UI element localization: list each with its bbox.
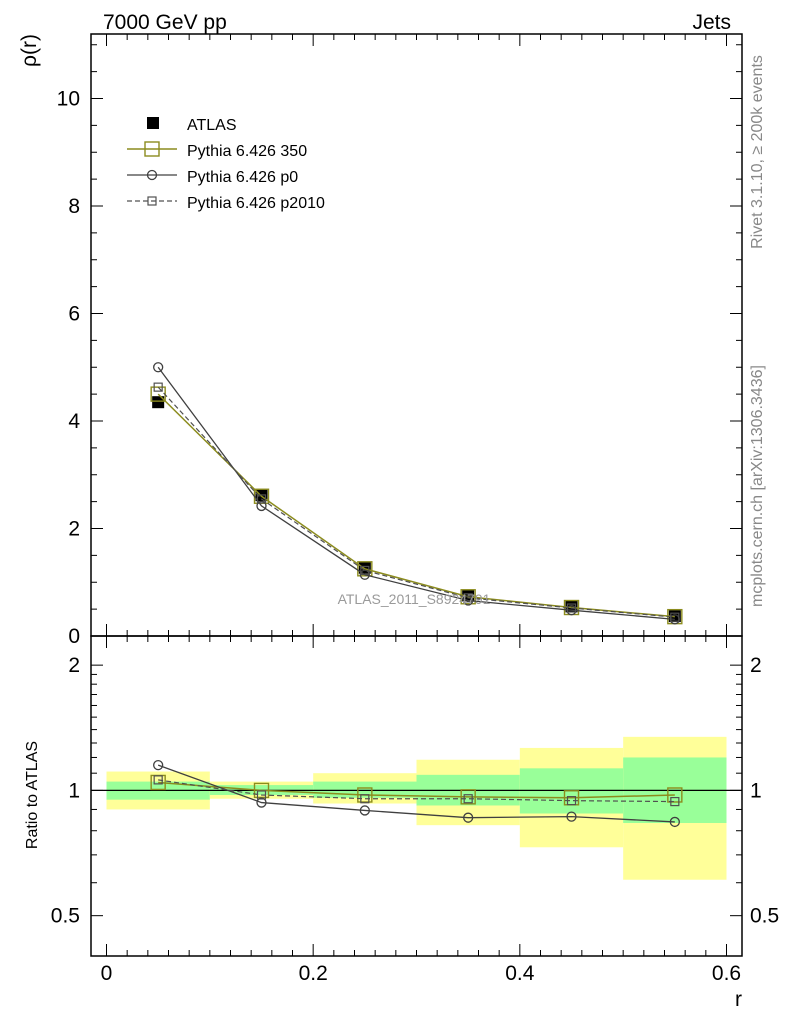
main-point-pythia-6-426-p2010-4: [566, 603, 577, 613]
ratio-point-pythia-6-426-p2010-1: [256, 790, 267, 800]
x-tick-label-1: 0.2: [299, 962, 328, 985]
main-line-pythia-6-426-p0: [157, 366, 675, 620]
ratio-point-pythia-6-426-p0-3: [463, 812, 474, 823]
legend-entry-pythia-6-426-p0: Pythia 6.426 p0: [127, 169, 298, 186]
legend: ATLAS Pythia 6.426 350 Pythia 6.426 p0 Pyth…: [127, 117, 325, 212]
ratio-line-pythia-6-426-350: [158, 781, 675, 799]
main-y-axis-label: ρ(r): [18, 34, 41, 67]
ratio-point-pythia-6-426-p2010-4: [566, 796, 577, 806]
mcplots-citation-text: mcplots.cern.ch [arXiv:1306.3436]: [749, 365, 766, 607]
ratio-point-pythia-6-426-p0-5: [669, 816, 680, 828]
x-axis-label: r: [735, 988, 742, 1011]
ratio-point-pythia-6-426-350-5: [667, 787, 683, 803]
main-point-pythia-6-426-p0-1: [256, 500, 267, 512]
ratio-point-pythia-6-426-p2010-3: [463, 794, 473, 804]
ratio-point-pythia-6-426-p2010-0: [153, 775, 163, 785]
ratio-point-pythia-6-426-p0-4: [566, 811, 577, 822]
ratio-point-pythia-6-426-p2010-5: [670, 796, 680, 807]
legend-label-atlas: ATLAS: [187, 117, 237, 134]
legend-swatch-atlas: [147, 117, 159, 129]
main-y-tick-label-5: 10: [57, 88, 80, 111]
main-y-tick-label-2: 4: [68, 410, 80, 433]
ratio-line-pythia-6-426-p0: [157, 764, 675, 823]
rivet-version-text: Rivet 3.1.10, ≥ 200k events: [749, 55, 766, 249]
main-point-pythia-6-426-p2010-0: [153, 382, 163, 392]
x-tick-label-2: 0.4: [505, 962, 535, 985]
legend-marker-pythia-6-426-p0: [146, 169, 158, 181]
ratio-point-pythia-6-426-350-3: [460, 789, 476, 805]
ratio-point-pythia-6-426-p0-2: [359, 805, 370, 816]
main-point-pythia-6-426-p2010-2: [360, 565, 370, 576]
header-right-title: Jets: [692, 11, 731, 34]
atlas-data-point-0: [152, 396, 165, 409]
main-point-pythia-6-426-p2010-3: [463, 593, 473, 603]
main-line-pythia-6-426-350: [157, 393, 675, 618]
legend-label-pythia-6-426-350: Pythia 6.426 350: [187, 143, 307, 160]
x-tick-label-0: 0: [101, 962, 113, 985]
analysis-watermark: ATLAS_2011_S8924791: [338, 591, 491, 607]
main-point-pythia-6-426-p2010-1: [256, 494, 267, 504]
ratio-y-tick-label-left-0: 0.5: [51, 905, 80, 928]
main-point-pythia-6-426-p0-0: [153, 362, 164, 373]
ratio-y-tick-label-left-2: 2: [68, 654, 80, 677]
main-point-pythia-6-426-p2010-5: [670, 612, 680, 622]
ratio-series-group: [91, 760, 742, 828]
ratio-y-tick-label-left-1: 1: [68, 779, 80, 802]
main-point-pythia-6-426-350-2: [357, 561, 373, 577]
ratio-point-pythia-6-426-p0-0: [153, 760, 164, 771]
ratio-point-pythia-6-426-350-2: [357, 787, 373, 803]
legend-entry-pythia-6-426-350: Pythia 6.426 350: [127, 141, 307, 160]
axes-group: 0 0.2 0.4 0.6 0 2 4 6 8 10 0.5 0.5 1 1 2 2: [51, 33, 779, 985]
main-series-group: [150, 362, 683, 625]
legend-label-pythia-6-426-p0: Pythia 6.426 p0: [187, 169, 298, 186]
x-tick-label-3: 0.6: [712, 962, 741, 985]
ratio-y-tick-label-right-1: 1: [750, 779, 762, 802]
legend-label-pythia-6-426-p2010: Pythia 6.426 p2010: [187, 195, 325, 212]
legend-marker-pythia-6-426-350: [144, 141, 160, 157]
ratio-point-pythia-6-426-p2010-2: [360, 794, 370, 804]
ratio-point-pythia-6-426-p0-1: [256, 797, 267, 808]
ratio-y-tick-label-right-0: 0.5: [750, 905, 779, 928]
header-left-title: 7000 GeV pp: [103, 11, 227, 34]
ratio-y-axis-label: Ratio to ATLAS: [24, 741, 41, 849]
main-y-tick-label-4: 8: [68, 195, 80, 218]
main-y-tick-label-1: 2: [68, 518, 80, 541]
main-point-pythia-6-426-350-3: [460, 589, 476, 605]
ratio-y-tick-label-right-2: 2: [750, 654, 762, 677]
main-y-tick-label-0: 0: [68, 625, 80, 648]
ratio-line-pythia-6-426-p2010: [158, 779, 675, 803]
legend-entry-pythia-6-426-p2010: Pythia 6.426 p2010: [127, 195, 325, 212]
legend-entry-atlas: ATLAS: [147, 117, 237, 134]
main-y-tick-label-3: 6: [68, 303, 80, 326]
main-line-pythia-6-426-p2010: [157, 386, 675, 618]
ratio-uncertainty-bands: [106, 736, 727, 880]
texts-group: 7000 GeV pp Jets ρ(r) Ratio to ATLAS r R…: [18, 11, 766, 1011]
legend-marker-pythia-6-426-p2010: [147, 196, 157, 206]
